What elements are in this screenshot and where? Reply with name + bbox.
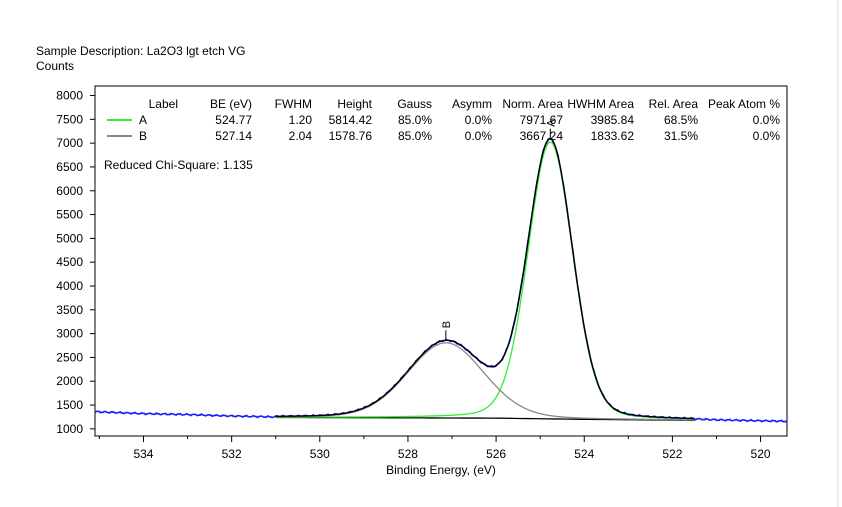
chart-header: Sample Description: La2O3 lgt etch VG Co… bbox=[36, 44, 245, 74]
table-cell: 524.77 bbox=[215, 113, 252, 127]
table-header: Label bbox=[149, 97, 178, 111]
table-header: Rel. Area bbox=[649, 97, 699, 111]
peak-a-line bbox=[275, 141, 695, 420]
table-header: Norm. Area bbox=[502, 97, 563, 111]
table-cell: 1.20 bbox=[289, 113, 313, 127]
table-cell: 527.14 bbox=[215, 129, 252, 143]
x-tick-label: 532 bbox=[222, 447, 242, 461]
peak-label-a: A bbox=[545, 119, 557, 127]
y-tick-label: 7000 bbox=[56, 136, 83, 150]
y-tick-label: 1000 bbox=[56, 422, 83, 436]
table-cell: 3667.24 bbox=[520, 129, 564, 143]
table-header: FWHM bbox=[275, 97, 312, 111]
table-cell: 31.5% bbox=[664, 129, 698, 143]
x-tick-label: 520 bbox=[751, 447, 771, 461]
table-cell: 85.0% bbox=[398, 113, 432, 127]
table-cell: 5814.42 bbox=[329, 113, 373, 127]
y-tick-label: 8000 bbox=[56, 89, 83, 103]
y-tick-label: 2000 bbox=[56, 374, 83, 388]
x-tick-label: 530 bbox=[310, 447, 330, 461]
table-header: Gauss bbox=[397, 97, 432, 111]
table-cell: 0.0% bbox=[753, 113, 781, 127]
y-tick-label: 4500 bbox=[56, 255, 83, 269]
table-cell: 3985.84 bbox=[591, 113, 635, 127]
sample-description: Sample Description: La2O3 lgt etch VG bbox=[36, 44, 246, 58]
table-cell: 85.0% bbox=[398, 129, 432, 143]
raw-data-line bbox=[94, 137, 788, 423]
table-header: HWHM Area bbox=[567, 97, 634, 111]
table-header: Peak Atom % bbox=[708, 97, 780, 111]
table-header: Height bbox=[337, 97, 372, 111]
x-axis-label: Binding Energy, (eV) bbox=[386, 463, 496, 477]
y-tick-label: 3500 bbox=[56, 303, 83, 317]
table-header: BE (eV) bbox=[210, 97, 252, 111]
table-cell: 1578.76 bbox=[329, 129, 373, 143]
table-cell: 7971.67 bbox=[520, 113, 564, 127]
table-cell: 68.5% bbox=[664, 113, 698, 127]
x-tick-label: 524 bbox=[574, 447, 594, 461]
x-tick-label: 534 bbox=[133, 447, 153, 461]
x-tick-label: 526 bbox=[486, 447, 506, 461]
table-label: A bbox=[139, 113, 147, 127]
table-header: Asymm bbox=[452, 97, 492, 111]
background-line bbox=[275, 416, 695, 421]
table-cell: 1833.62 bbox=[591, 129, 635, 143]
peak-label-b: B bbox=[441, 321, 453, 328]
y-tick-label: 5500 bbox=[56, 208, 83, 222]
y-tick-label: 6500 bbox=[56, 160, 83, 174]
y-tick-label: 3000 bbox=[56, 327, 83, 341]
y-tick-label: 7500 bbox=[56, 112, 83, 126]
y-tick-label: 4000 bbox=[56, 279, 83, 293]
plot-frame bbox=[94, 85, 788, 437]
table-cell: 0.0% bbox=[465, 113, 493, 127]
y-tick-label: 6000 bbox=[56, 184, 83, 198]
x-tick-label: 528 bbox=[398, 447, 418, 461]
envelope-line bbox=[275, 138, 695, 420]
y-tick-label: 5000 bbox=[56, 231, 83, 245]
y-units-label: Counts bbox=[36, 59, 75, 73]
table-label: B bbox=[139, 129, 147, 143]
y-tick-label: 2500 bbox=[56, 350, 83, 364]
table-cell: 0.0% bbox=[465, 129, 493, 143]
y-tick-label: 1500 bbox=[56, 398, 83, 412]
table-cell: 2.04 bbox=[289, 129, 313, 143]
reduced-chi-square: Reduced Chi-Square: 1.135 bbox=[104, 158, 253, 172]
x-tick-label: 522 bbox=[662, 447, 682, 461]
table-cell: 0.0% bbox=[753, 129, 781, 143]
